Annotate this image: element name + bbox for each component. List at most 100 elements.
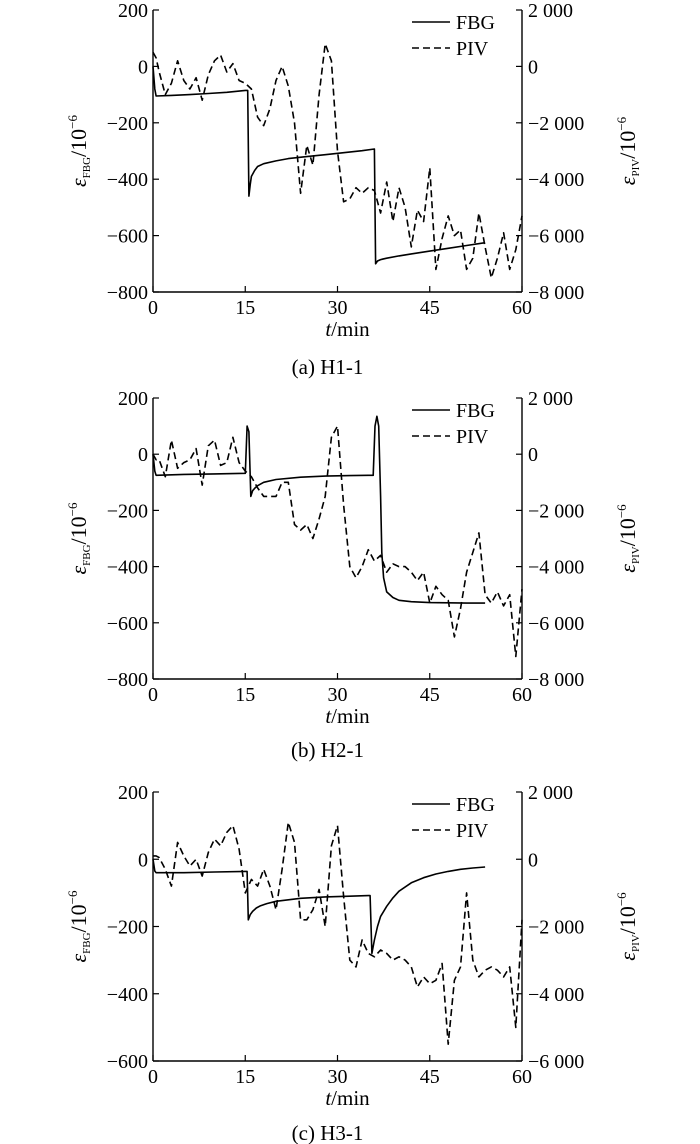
series-line-piv [153,821,523,1045]
axis-label-symbol: ε [66,954,91,963]
y-right-tick-label: 0 [528,849,538,871]
panel-caption: (a) H1-1 [292,355,364,379]
axis-label-symbol: ε [615,176,640,185]
axis-label-symbol: ε [615,564,640,573]
x-tick-label: 45 [420,684,440,706]
axis-label-unit: /10 [615,518,640,546]
panel-caption: (b) H2-1 [291,738,364,762]
x-tick-label: 0 [148,1066,158,1088]
y-right-tick-label: 2 000 [528,0,573,22]
y-left-tick-label: 0 [138,444,148,466]
x-tick-label: 30 [328,684,348,706]
axis-label-subscript: PIV [630,159,642,177]
x-tick-label: 15 [235,684,255,706]
axis-label-unit: /10 [66,904,91,932]
y-left-tick-label: 200 [118,782,148,804]
axis-label-symbol: ε [615,952,640,961]
axis-label-exponent: −6 [614,892,629,906]
y-left-tick-label: −600 [107,1051,148,1073]
legend-label: FBG [456,400,495,422]
y-right-tick-label: −8 000 [528,669,584,691]
axis-label-unit: /10 [615,131,640,159]
axis-label-unit: /10 [66,129,91,157]
y-left-axis-label: εFBG/10−6 [65,114,93,187]
panel-caption: (c) H3-1 [292,1121,364,1144]
y-left-tick-label: −200 [107,500,148,522]
axis-label-exponent: −6 [65,502,80,516]
x-axis-label: t/min [325,704,370,728]
x-tick-label: 15 [235,297,255,319]
y-right-tick-label: −2 000 [528,113,584,135]
axis-label-exponent: −6 [614,504,629,518]
chart-panel-2: 0 15 30 45 60 −600 −400 −200 0 200 −6 000 −4 000 −2 … [65,782,642,1144]
y-left-tick-label: −200 [107,113,148,135]
legend-label: PIV [456,426,489,448]
x-axis-label-unit: /min [331,1086,370,1110]
y-left-tick-label: 200 [118,0,148,22]
axis-label-subscript: FBG [81,157,93,178]
x-tick-label: 60 [512,297,532,319]
legend-label: PIV [456,38,489,60]
y-left-tick-label: 200 [118,388,148,410]
x-tick-label: 45 [420,1066,440,1088]
y-left-tick-label: −400 [107,557,148,579]
y-left-tick-label: −600 [107,226,148,248]
x-axis-label-unit: /min [331,704,370,728]
y-left-tick-label: 0 [138,849,148,871]
axis-label-unit: /10 [615,906,640,934]
x-axis-label-var: t [325,317,332,341]
x-tick-label: 60 [512,1066,532,1088]
y-right-tick-label: −6 000 [528,613,584,635]
axis-label-symbol: ε [66,178,91,187]
chart-panel-0: 0 15 30 45 60 −800 −600 −400 −200 0 200 −8 000 −6 00… [65,0,642,379]
x-axis-label-var: t [325,1086,332,1110]
series-line-fbg [152,66,486,265]
x-axis-label-var: t [325,704,332,728]
legend-label: PIV [456,820,489,842]
y-right-tick-label: −4 000 [528,984,584,1006]
series-line-fbg [152,415,486,604]
x-axis-label: t/min [325,1086,370,1110]
axis-label-exponent: −6 [65,890,80,904]
axis-label-exponent: −6 [614,116,629,130]
y-right-tick-label: −4 000 [528,169,584,191]
y-left-axis-label: εFBG/10−6 [65,502,93,575]
axis-label-unit: /10 [66,516,91,544]
x-tick-label: 45 [420,297,440,319]
x-tick-label: 0 [148,297,158,319]
x-tick-label: 30 [328,1066,348,1088]
y-left-axis-label: εFBG/10−6 [65,890,93,963]
axis-label-exponent: −6 [65,114,80,128]
legend-label: FBG [456,12,495,34]
legend-label: FBG [456,794,495,816]
axis-label-subscript: FBG [81,932,93,953]
y-left-tick-label: −600 [107,613,148,635]
y-left-tick-label: −200 [107,917,148,939]
y-right-tick-label: 2 000 [528,388,573,410]
y-right-tick-label: −6 000 [528,226,584,248]
y-right-tick-label: −2 000 [528,500,584,522]
x-tick-label: 60 [512,684,532,706]
y-left-tick-label: 0 [138,56,148,78]
y-right-tick-label: −2 000 [528,917,584,939]
y-right-tick-label: 0 [528,56,538,78]
y-right-axis-label: εPIV/10−6 [614,116,642,185]
y-right-axis-label: εPIV/10−6 [614,892,642,961]
x-tick-label: 0 [148,684,158,706]
y-right-tick-label: −6 000 [528,1051,584,1073]
x-tick-label: 30 [328,297,348,319]
y-right-tick-label: −8 000 [528,282,584,304]
series-line-piv [152,425,523,658]
y-left-tick-label: −800 [107,669,148,691]
series-line-piv [152,43,523,279]
axis-label-subscript: FBG [81,544,93,565]
x-axis-label: t/min [325,317,370,341]
axis-label-subscript: PIV [630,934,642,952]
y-right-tick-label: −4 000 [528,557,584,579]
series-line-fbg [152,859,486,955]
y-left-tick-label: −400 [107,169,148,191]
y-left-tick-label: −800 [107,282,148,304]
y-right-axis-label: εPIV/10−6 [614,504,642,573]
x-axis-label-unit: /min [331,317,370,341]
